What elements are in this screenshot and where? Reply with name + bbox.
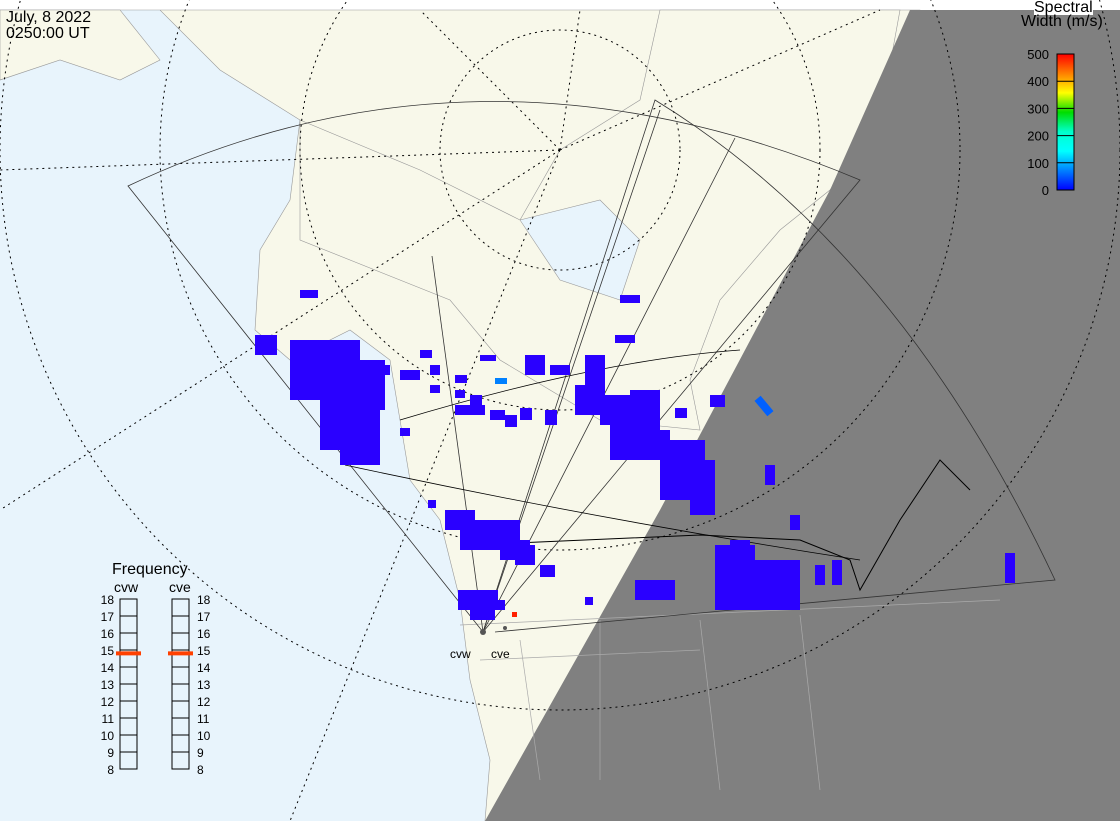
frequency-tick-label: 13 bbox=[197, 678, 211, 692]
echo-cell bbox=[540, 565, 555, 577]
echo-cell bbox=[620, 295, 640, 303]
freq-radar-cvw: cvw bbox=[114, 579, 139, 595]
colorbar-tick-label: 200 bbox=[1027, 129, 1049, 144]
echo-cell bbox=[400, 428, 410, 436]
radar-label-cve: cve bbox=[491, 647, 510, 661]
echo-cell bbox=[505, 415, 517, 427]
echo-cell bbox=[428, 500, 436, 508]
echo-cell bbox=[815, 565, 825, 585]
frequency-tick-label: 18 bbox=[197, 593, 211, 607]
frequency-tick-label: 13 bbox=[101, 678, 115, 692]
echo-cell bbox=[615, 335, 635, 343]
echo-cell bbox=[480, 355, 496, 361]
echo-cell bbox=[1005, 553, 1015, 583]
frequency-tick-label: 9 bbox=[107, 746, 114, 760]
frequency-tick-label: 17 bbox=[101, 610, 115, 624]
colorbar-title-2: Width (m/s) bbox=[1021, 13, 1103, 30]
frequency-title: Frequency bbox=[112, 561, 188, 578]
echo-cell bbox=[490, 410, 505, 420]
echo-cell bbox=[430, 385, 440, 393]
echo-cell bbox=[512, 612, 517, 617]
radar-fields-of-view bbox=[127, 99, 1056, 633]
echo-cell bbox=[330, 340, 344, 352]
echo-cell bbox=[515, 545, 535, 565]
echo-cell bbox=[525, 355, 545, 375]
frequency-tick-label: 16 bbox=[101, 627, 115, 641]
echo-cell bbox=[455, 405, 485, 415]
frequency-tick-label: 16 bbox=[197, 627, 211, 641]
echo-cell bbox=[790, 515, 800, 530]
echo-cell bbox=[545, 410, 557, 425]
echo-cell bbox=[690, 460, 715, 515]
colorbar-scale bbox=[1056, 53, 1075, 191]
echo-cell bbox=[455, 390, 465, 398]
colorbar-tick-label: 400 bbox=[1027, 74, 1049, 89]
colorbar-tick-label: 0 bbox=[1042, 183, 1049, 198]
frequency-panel: 18 17 16 15 14 13 12 11 10 9 8 18 17 16 15 14 13 12 11 10 9 8 bbox=[101, 593, 211, 777]
echo-cell bbox=[470, 600, 495, 620]
echo-cell bbox=[490, 600, 505, 610]
echo-cell bbox=[420, 350, 432, 358]
colorbar-tick-label: 500 bbox=[1027, 47, 1049, 62]
echo-cell bbox=[754, 395, 774, 417]
echo-cell bbox=[660, 430, 670, 440]
echo-cell bbox=[470, 395, 482, 405]
border-line bbox=[469, 459, 971, 592]
echo-cell bbox=[765, 465, 775, 485]
frequency-tick-label: 8 bbox=[107, 763, 114, 777]
echo-cell bbox=[300, 290, 318, 298]
echo-cell bbox=[550, 365, 570, 375]
frequency-tick-label: 12 bbox=[101, 695, 115, 709]
colorbar-tick-label: 100 bbox=[1027, 156, 1049, 171]
frequency-tick-label: 12 bbox=[197, 695, 211, 709]
echo-cell bbox=[430, 365, 440, 375]
echo-cell bbox=[832, 560, 842, 585]
frequency-tick-label: 14 bbox=[101, 661, 115, 675]
echo-cell bbox=[675, 408, 687, 418]
echo-cell bbox=[585, 597, 593, 605]
echo-cell bbox=[630, 390, 660, 440]
date-label: July, 8 2022 bbox=[6, 9, 92, 26]
frequency-tick-label: 10 bbox=[101, 729, 115, 743]
frequency-tick-label: 9 bbox=[197, 746, 204, 760]
frequency-tick-label: 10 bbox=[197, 729, 211, 743]
echo-cell bbox=[340, 420, 380, 465]
frequency-tick-label: 8 bbox=[197, 763, 204, 777]
state-borders bbox=[459, 599, 1001, 791]
frequency-tick-label: 17 bbox=[197, 610, 211, 624]
radar-site-cvw bbox=[480, 629, 486, 635]
radar-site-cve bbox=[503, 626, 507, 630]
echo-cell bbox=[740, 560, 800, 610]
colorbar-tick-label: 300 bbox=[1027, 101, 1049, 116]
frequency-tick-label: 11 bbox=[197, 712, 210, 726]
time-label: 0250:00 UT bbox=[6, 25, 90, 42]
echo-cell bbox=[380, 365, 390, 375]
echo-cell bbox=[495, 378, 507, 384]
frequency-tick-label: 15 bbox=[197, 644, 211, 658]
radar-label-cvw: cvw bbox=[450, 647, 471, 661]
echo-cell bbox=[455, 375, 467, 383]
echo-cell bbox=[520, 408, 532, 420]
colorbar-title-1: Spectral bbox=[1034, 0, 1093, 16]
colorbar: 500 400 300 200 100 0 bbox=[1027, 47, 1075, 198]
echo-cells bbox=[255, 290, 1015, 620]
frequency-tick-label: 18 bbox=[101, 593, 115, 607]
frequency-tick-label: 14 bbox=[197, 661, 211, 675]
freq-radar-cve: cve bbox=[169, 579, 191, 595]
echo-cell bbox=[255, 335, 277, 355]
echo-cell bbox=[710, 395, 725, 407]
echo-cell bbox=[400, 370, 420, 380]
frequency-tick-label: 15 bbox=[101, 644, 115, 658]
echo-cell bbox=[635, 580, 675, 600]
frequency-tick-label: 11 bbox=[102, 712, 115, 726]
